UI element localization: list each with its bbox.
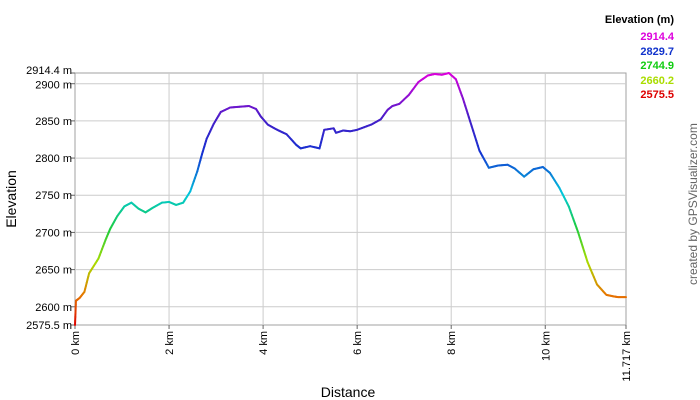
y-tick-label: 2750 m bbox=[35, 190, 72, 202]
credit-text: created by GPSVisualizer.com bbox=[686, 123, 700, 285]
legend-value: 2829.7 bbox=[640, 45, 674, 58]
x-axis-ticks: 0 km 2 km 4 km 6 km 8 km 10 km 11.717 km bbox=[70, 325, 633, 382]
x-tick-label: 0 km bbox=[70, 331, 82, 355]
legend-title: Elevation (m) bbox=[604, 14, 674, 26]
y-tick-label: 2575.5 m bbox=[26, 320, 72, 332]
y-tick-label: 2914.4 m bbox=[26, 65, 72, 77]
y-tick-label: 2700 m bbox=[35, 227, 72, 239]
x-axis-label: Distance bbox=[321, 384, 376, 400]
x-tick-label: 8 km bbox=[446, 331, 458, 355]
legend-value: 2744.9 bbox=[640, 60, 674, 72]
legend-value: 2575.5 bbox=[640, 89, 674, 101]
x-tick-label: 10 km bbox=[540, 331, 552, 361]
y-tick-label: 2650 m bbox=[35, 265, 72, 277]
elevation-profile bbox=[74, 72, 627, 326]
y-tick-label: 2800 m bbox=[35, 153, 72, 165]
y-tick-label: 2850 m bbox=[35, 116, 72, 128]
legend-value: 2660.2 bbox=[640, 74, 674, 87]
x-tick-label: 11.717 km bbox=[621, 331, 633, 382]
x-tick-label: 6 km bbox=[352, 331, 364, 355]
y-tick-label: 2900 m bbox=[35, 80, 72, 92]
gridlines bbox=[75, 73, 626, 325]
legend-value: 2914.4 bbox=[640, 31, 674, 43]
x-tick-label: 4 km bbox=[258, 331, 270, 355]
x-tick-label: 2 km bbox=[164, 331, 176, 355]
y-axis-label: Elevation bbox=[3, 170, 19, 228]
y-axis-ticks: 2575.5 m 2600 m 2650 m 2700 m 2750 m 2800 m 28… bbox=[26, 65, 75, 332]
y-tick-label: 2600 m bbox=[35, 302, 72, 314]
plot-area bbox=[74, 72, 627, 326]
